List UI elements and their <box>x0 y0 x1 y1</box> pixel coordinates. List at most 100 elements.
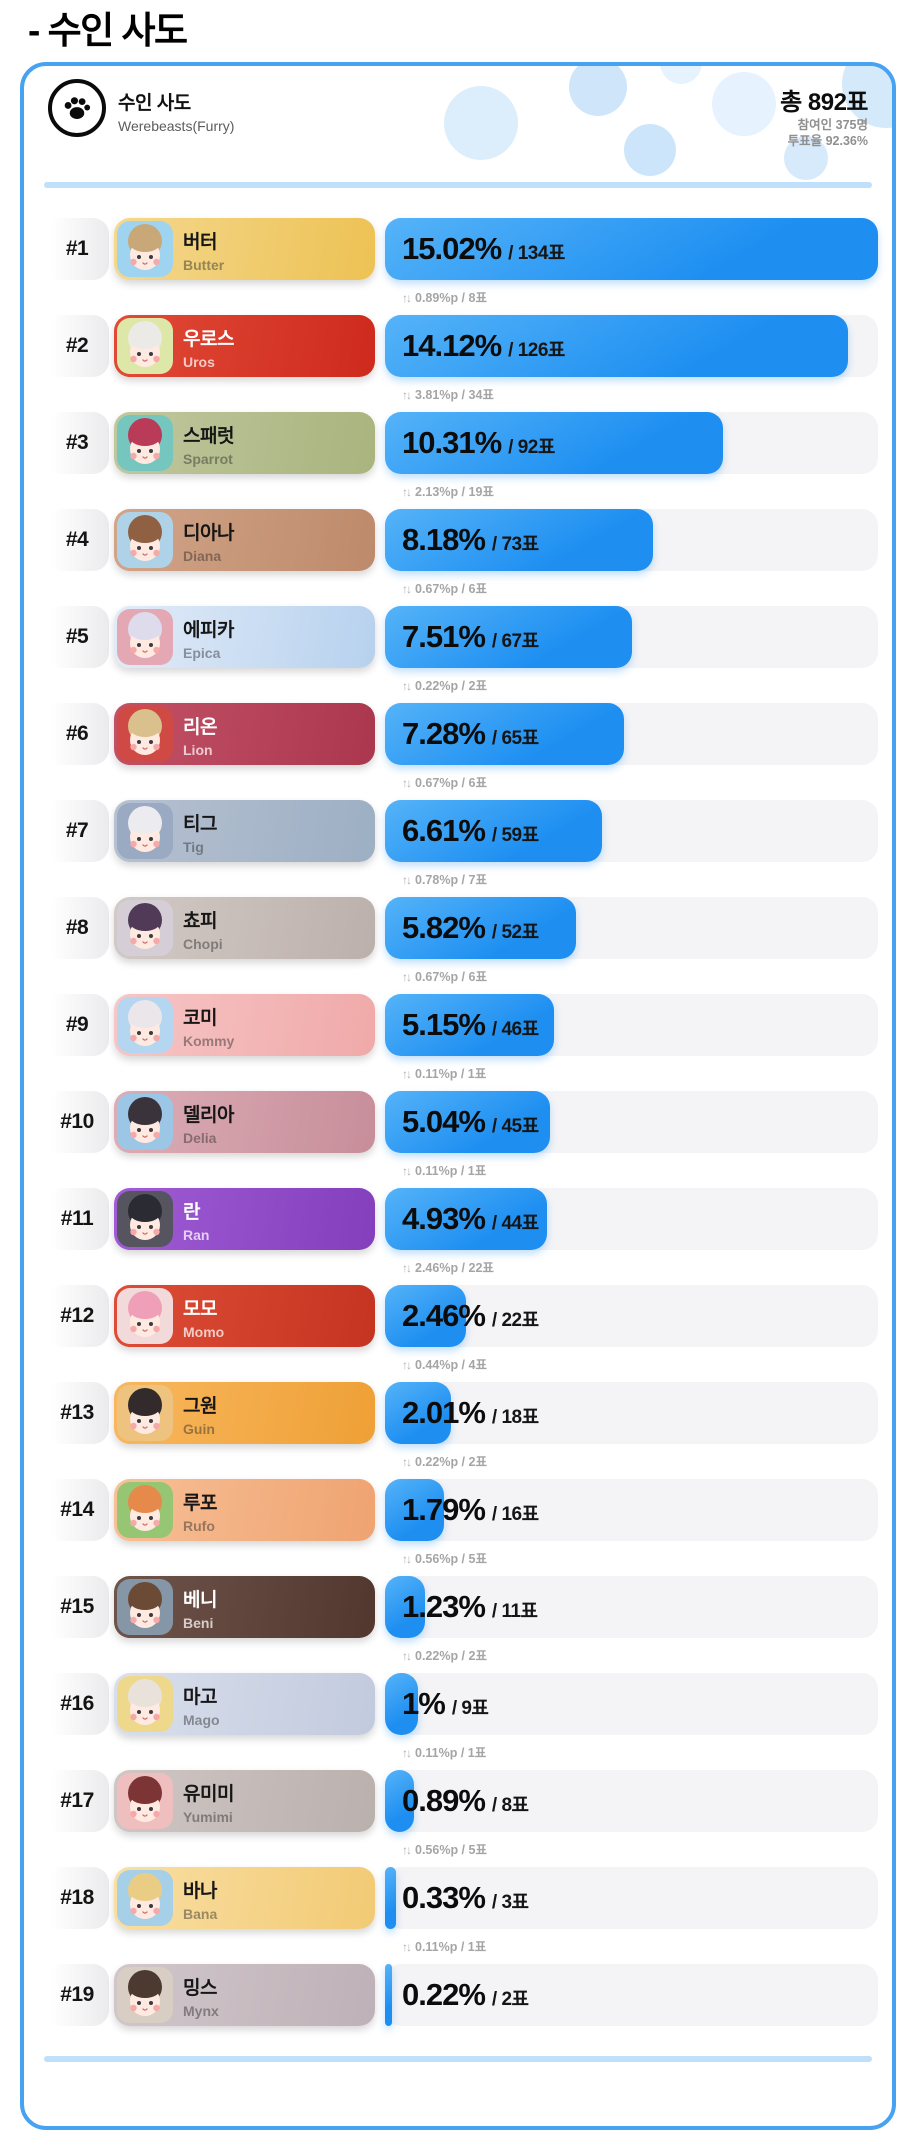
character-avatar <box>117 1482 173 1538</box>
vote-delta-text: 3.81%p / 34표 <box>415 388 494 402</box>
character-name-en: Ran <box>183 1227 210 1243</box>
character-avatar <box>117 1288 173 1344</box>
vote-delta-text: 0.11%p / 1표 <box>415 1164 487 1178</box>
character-avatar <box>117 1385 173 1441</box>
vote-delta-text: 0.56%p / 5표 <box>415 1552 487 1566</box>
vote-bar-label: 5.82%/ 52표 <box>402 897 539 959</box>
character-card[interactable]: 루포 Rufo <box>114 1479 375 1541</box>
vote-bar <box>385 509 654 571</box>
character-card[interactable]: 디아나 Diana <box>114 509 375 571</box>
vote-percent: 5.82% <box>402 910 486 945</box>
character-card[interactable]: 베니 Beni <box>114 1576 375 1638</box>
vote-percent: 15.02% <box>402 231 502 266</box>
updown-icon: ↑↓ <box>402 1164 412 1178</box>
character-card[interactable]: 바나 Bana <box>114 1867 375 1929</box>
character-avatar <box>117 1870 173 1926</box>
character-card[interactable]: 코미 Kommy <box>114 994 375 1056</box>
vote-delta: ↑↓ 0.56%p / 5표 <box>402 1839 487 1858</box>
character-card[interactable]: 스패럿 Sparrot <box>114 412 375 474</box>
vote-bar-area: 5.15%/ 46표 ↑↓ 0.11%p / 1표 <box>385 994 878 1081</box>
character-card[interactable]: 쵸피 Chopi <box>114 897 375 959</box>
vote-delta-text: 0.11%p / 1표 <box>415 1067 487 1081</box>
vote-bar <box>385 1382 451 1444</box>
vote-percent: 14.12% <box>402 328 502 363</box>
vote-delta: ↑↓ 0.67%p / 6표 <box>402 966 487 985</box>
vote-count: / 44표 <box>491 1213 539 1234</box>
vote-delta-text: 0.22%p / 2표 <box>415 1455 487 1469</box>
character-name-en: Butter <box>183 257 225 273</box>
character-name-ko: 마고 <box>183 1687 217 1708</box>
character-avatar <box>117 1094 173 1150</box>
character-card[interactable]: 티그 Tig <box>114 800 375 862</box>
character-card[interactable]: 유미미 Yumimi <box>114 1770 375 1832</box>
character-name-en: Epica <box>183 645 221 661</box>
character-name-en: Diana <box>183 548 222 564</box>
updown-icon: ↑↓ <box>402 1455 412 1469</box>
character-card[interactable]: 버터 Butter <box>114 218 375 280</box>
rank-badge: #17 <box>45 1770 109 1832</box>
vote-bar <box>385 800 602 862</box>
vote-delta: ↑↓ 0.11%p / 1표 <box>402 1742 486 1761</box>
vote-bar-area: 0.22%/ 2표 <box>385 1964 878 2026</box>
vote-bar-area: 7.28%/ 65표 ↑↓ 0.67%p / 6표 <box>385 703 878 790</box>
vote-count: / 73표 <box>491 534 539 555</box>
ranking-row: #2 우로스 Uros <box>24 315 892 412</box>
character-name-ko: 모모 <box>183 1299 217 1320</box>
vote-delta: ↑↓ 0.11%p / 1표 <box>402 1063 486 1082</box>
character-name-ko: 우로스 <box>183 329 234 350</box>
character-avatar <box>117 1676 173 1732</box>
ranking-row: #17 유미미 Yumimi <box>24 1770 892 1867</box>
vote-bar-area: 15.02% / 134표 ↑↓ 0.89%p / 8표 <box>385 218 878 305</box>
updown-icon: ↑↓ <box>402 582 412 596</box>
vote-count: / 16표 <box>491 1504 539 1525</box>
character-avatar <box>117 1967 173 2023</box>
character-card[interactable]: 란 Ran <box>114 1188 375 1250</box>
vote-count: / 22표 <box>491 1310 539 1331</box>
character-name-ko: 쵸피 <box>183 911 217 932</box>
rank-badge: #9 <box>45 994 109 1056</box>
updown-icon: ↑↓ <box>402 1746 412 1760</box>
vote-delta: ↑↓ 2.46%p / 22표 <box>402 1257 494 1276</box>
ranking-row: #16 마고 Mago <box>24 1673 892 1770</box>
character-card[interactable]: 마고 Mago <box>114 1673 375 1735</box>
vote-percent: 8.18% <box>402 522 486 557</box>
vote-bar-label: 1%/ 9표 <box>402 1673 489 1735</box>
vote-count: / 45표 <box>491 1116 539 1137</box>
vote-delta: ↑↓ 0.44%p / 4표 <box>402 1354 487 1373</box>
character-card[interactable]: 우로스 Uros <box>114 315 375 377</box>
character-avatar <box>117 1773 173 1829</box>
vote-delta-text: 0.67%p / 6표 <box>415 582 487 596</box>
character-card[interactable]: 밍스 Mynx <box>114 1964 375 2026</box>
character-avatar <box>117 512 173 568</box>
vote-delta-text: 0.11%p / 1표 <box>415 1940 487 1954</box>
character-card[interactable]: 델리아 Delia <box>114 1091 375 1153</box>
vote-percent: 0.22% <box>402 1977 486 2012</box>
vote-percent: 2.01% <box>402 1395 486 1430</box>
character-card[interactable]: 그원 Guin <box>114 1382 375 1444</box>
character-avatar <box>117 997 173 1053</box>
character-name-en: Uros <box>183 354 215 370</box>
character-card[interactable]: 리온 Lion <box>114 703 375 765</box>
header-divider <box>44 182 872 188</box>
vote-delta: ↑↓ 0.22%p / 2표 <box>402 675 487 694</box>
vote-delta: ↑↓ 0.89%p / 8표 <box>402 287 487 306</box>
rank-badge: #2 <box>45 315 109 377</box>
character-name-en: Kommy <box>183 1033 235 1049</box>
participants-count: 참여인 375명 <box>797 118 868 132</box>
vote-count: / 52표 <box>491 922 539 943</box>
character-card[interactable]: 에피카 Epica <box>114 606 375 668</box>
vote-bar-label: 0.33%/ 3표 <box>402 1867 529 1929</box>
decor-bubble <box>660 66 702 84</box>
vote-percent: 0.89% <box>402 1783 486 1818</box>
vote-count: / 134표 <box>508 243 565 264</box>
updown-icon: ↑↓ <box>402 970 412 984</box>
character-name-en: Lion <box>183 742 213 758</box>
vote-count: / 18표 <box>491 1407 539 1428</box>
vote-delta-text: 0.22%p / 2표 <box>415 679 487 693</box>
vote-bar-label: 6.61%/ 59표 <box>402 800 539 862</box>
vote-bar <box>385 606 632 668</box>
vote-count: / 126표 <box>508 340 565 361</box>
vote-bar-label: 7.51%/ 67표 <box>402 606 539 668</box>
updown-icon: ↑↓ <box>402 1261 412 1275</box>
character-card[interactable]: 모모 Momo <box>114 1285 375 1347</box>
